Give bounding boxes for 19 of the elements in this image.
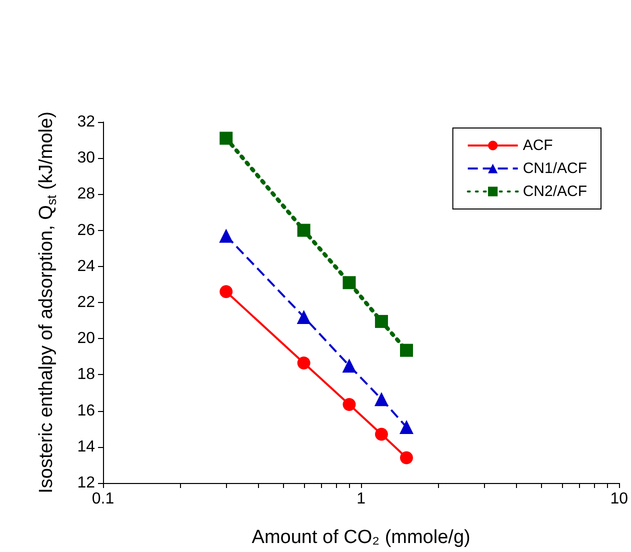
x-tick-label: 1 xyxy=(356,490,366,508)
y-tick-label: 28 xyxy=(77,186,96,203)
x-axis-title: Amount of CO₂ (mmole/g) xyxy=(252,527,470,548)
legend-label: ACF xyxy=(522,137,553,154)
y-tick-label: 32 xyxy=(77,114,96,130)
y-tick-label: 24 xyxy=(77,258,96,275)
y-tick-label: 14 xyxy=(77,438,96,456)
y-axis-title: Isosteric enthalpy of adsorption, Qst (kJ/mole) xyxy=(36,112,59,494)
legend-label: CN2/ACF xyxy=(522,183,588,200)
legend-label: CN1/ACF xyxy=(522,160,588,177)
y-tick-label: 30 xyxy=(77,150,96,167)
x-tick-label: 0.1 xyxy=(92,490,114,508)
y-tick-label: 20 xyxy=(77,330,96,348)
y-tick-label: 12 xyxy=(77,474,96,492)
y-tick-label: 26 xyxy=(77,222,96,239)
x-tick-label: 10 xyxy=(610,490,628,508)
y-tick-label: 18 xyxy=(77,366,96,384)
y-tick-label: 16 xyxy=(77,402,96,420)
y-tick-label: 22 xyxy=(77,294,96,311)
